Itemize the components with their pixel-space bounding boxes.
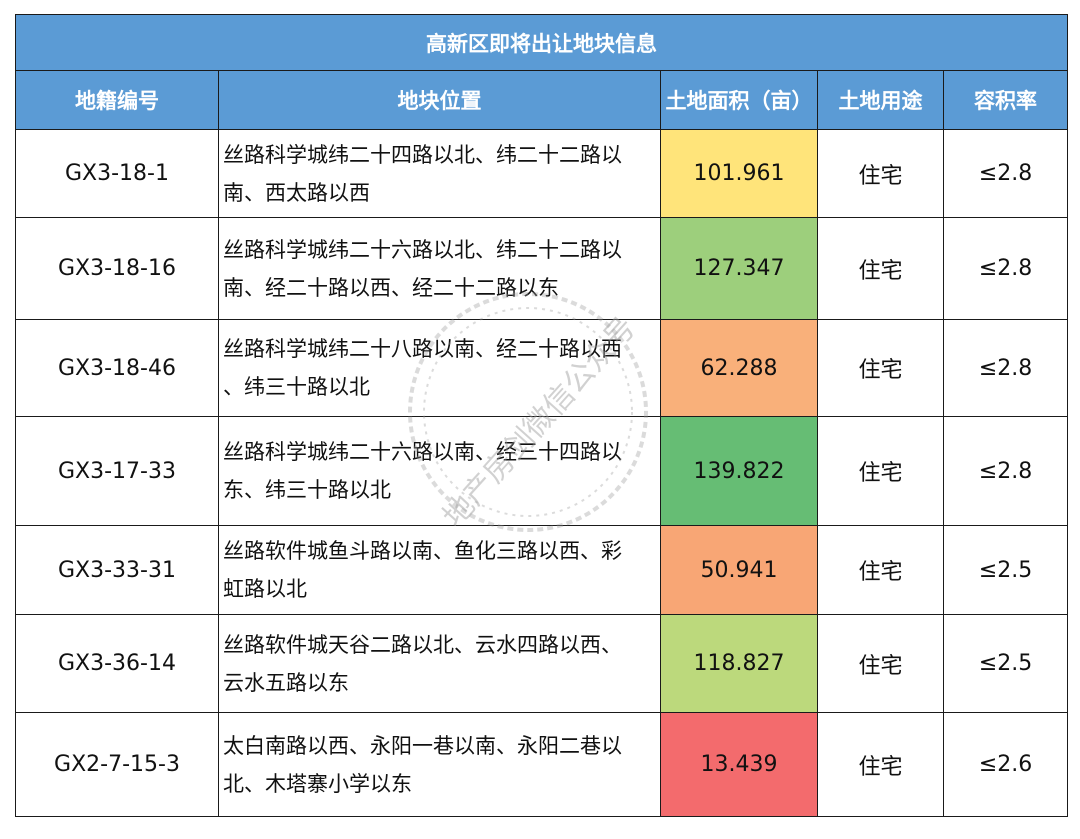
table-row: GX3-17-33 丝路科学城纬二十六路以南、经三十四路以 东、纬三十路以北 139.… (15, 416, 1069, 526)
plot-use: 住宅 (817, 319, 944, 417)
header-area: 土地面积（亩） (660, 70, 818, 130)
plot-far: ≤2.8 (942, 416, 1069, 526)
plot-code: GX3-18-16 (15, 217, 219, 320)
plot-code: GX3-36-14 (15, 614, 219, 713)
plot-location-line1: 丝路科学城纬二十六路以北、纬二十二路以 (223, 237, 622, 262)
plot-location-line2: 、纬三十路以北 (223, 375, 370, 399)
plot-use: 住宅 (817, 416, 944, 526)
plot-location-line1: 丝路科学城纬二十八路以南、经二十路以西 (223, 337, 622, 361)
plot-location: 丝路科学城纬二十六路以北、纬二十二路以 南、经二十路以西、经二十二路以东 (218, 217, 661, 320)
plot-use: 住宅 (817, 217, 944, 320)
plot-area: 101.961 (660, 129, 818, 218)
plot-area: 127.347 (660, 217, 818, 320)
plot-far: ≤2.5 (942, 525, 1069, 615)
plot-location-line1: 丝路软件城鱼斗路以南、鱼化三路以西、彩 (223, 539, 622, 563)
land-info-table-container: 高新区即将出让地块信息 地籍编号 地块位置 土地面积（亩） 土地用途 容积率 G… (14, 14, 1069, 817)
land-info-table: 高新区即将出让地块信息 地籍编号 地块位置 土地面积（亩） 土地用途 容积率 G… (14, 14, 1069, 817)
plot-location-line1: 丝路科学城纬二十四路以北、纬二十二路以 (223, 142, 622, 167)
table-row: GX2-7-15-3 太白南路以西、永阳一巷以南、永阳二巷以 北、木塔寨小学以东 13… (15, 712, 1069, 817)
plot-location: 太白南路以西、永阳一巷以南、永阳二巷以 北、木塔寨小学以东 (218, 712, 661, 817)
plot-location-line1: 丝路软件城天谷二路以北、云水四路以西、 (223, 632, 622, 657)
plot-code: GX3-33-31 (15, 525, 219, 615)
table-row: GX3-36-14 丝路软件城天谷二路以北、云水四路以西、 云水五路以东 118.82… (15, 614, 1069, 713)
plot-location-line2: 南、西太路以西 (223, 180, 370, 205)
plot-location-line2: 云水五路以东 (223, 670, 349, 695)
header-code: 地籍编号 (15, 70, 219, 130)
header-location: 地块位置 (218, 70, 661, 130)
plot-use: 住宅 (817, 129, 944, 218)
plot-area: 13.439 (660, 712, 818, 817)
plot-code: GX3-17-33 (15, 416, 219, 526)
plot-location-line1: 丝路科学城纬二十六路以南、经三十四路以 (223, 440, 622, 464)
plot-far: ≤2.8 (942, 129, 1069, 218)
plot-location-line2: 虹路以北 (223, 577, 307, 601)
plot-use: 住宅 (817, 712, 944, 817)
table-row: GX3-33-31 丝路软件城鱼斗路以南、鱼化三路以西、彩 虹路以北 50.941 住宅… (15, 525, 1069, 615)
plot-code: GX3-18-46 (15, 319, 219, 417)
plot-location-line2: 南、经二十路以西、经二十二路以东 (223, 275, 559, 300)
plot-area: 118.827 (660, 614, 818, 713)
table-row: GX3-18-1 丝路科学城纬二十四路以北、纬二十二路以 南、西太路以西 101.96… (15, 129, 1069, 218)
header-far: 容积率 (942, 70, 1069, 130)
plot-far: ≤2.6 (942, 712, 1069, 817)
header-use: 土地用途 (817, 70, 944, 130)
plot-area: 139.822 (660, 416, 818, 526)
plot-area: 50.941 (660, 525, 818, 615)
plot-code: GX3-18-1 (15, 129, 219, 218)
plot-use: 住宅 (817, 525, 944, 615)
plot-location: 丝路科学城纬二十八路以南、经二十路以西 、纬三十路以北 (218, 319, 661, 417)
table-row: GX3-18-46 丝路科学城纬二十八路以南、经二十路以西 、纬三十路以北 62.28… (15, 319, 1069, 417)
plot-location-line1: 太白南路以西、永阳一巷以南、永阳二巷以 (223, 733, 622, 758)
plot-far: ≤2.5 (942, 614, 1069, 713)
plot-far: ≤2.8 (942, 217, 1069, 320)
plot-location: 丝路软件城天谷二路以北、云水四路以西、 云水五路以东 (218, 614, 661, 713)
plot-location: 丝路科学城纬二十六路以南、经三十四路以 东、纬三十路以北 (218, 416, 661, 526)
plot-location-line2: 北、木塔寨小学以东 (223, 771, 412, 796)
table-title: 高新区即将出让地块信息 (14, 14, 1069, 71)
plot-far: ≤2.8 (942, 319, 1069, 417)
table-row: GX3-18-16 丝路科学城纬二十六路以北、纬二十二路以 南、经二十路以西、经二十… (15, 217, 1069, 320)
plot-location-line2: 东、纬三十路以北 (223, 478, 391, 502)
plot-area: 62.288 (660, 319, 818, 417)
plot-location: 丝路软件城鱼斗路以南、鱼化三路以西、彩 虹路以北 (218, 525, 661, 615)
plot-location: 丝路科学城纬二十四路以北、纬二十二路以 南、西太路以西 (218, 129, 661, 218)
plot-code: GX2-7-15-3 (15, 712, 219, 817)
plot-use: 住宅 (817, 614, 944, 713)
